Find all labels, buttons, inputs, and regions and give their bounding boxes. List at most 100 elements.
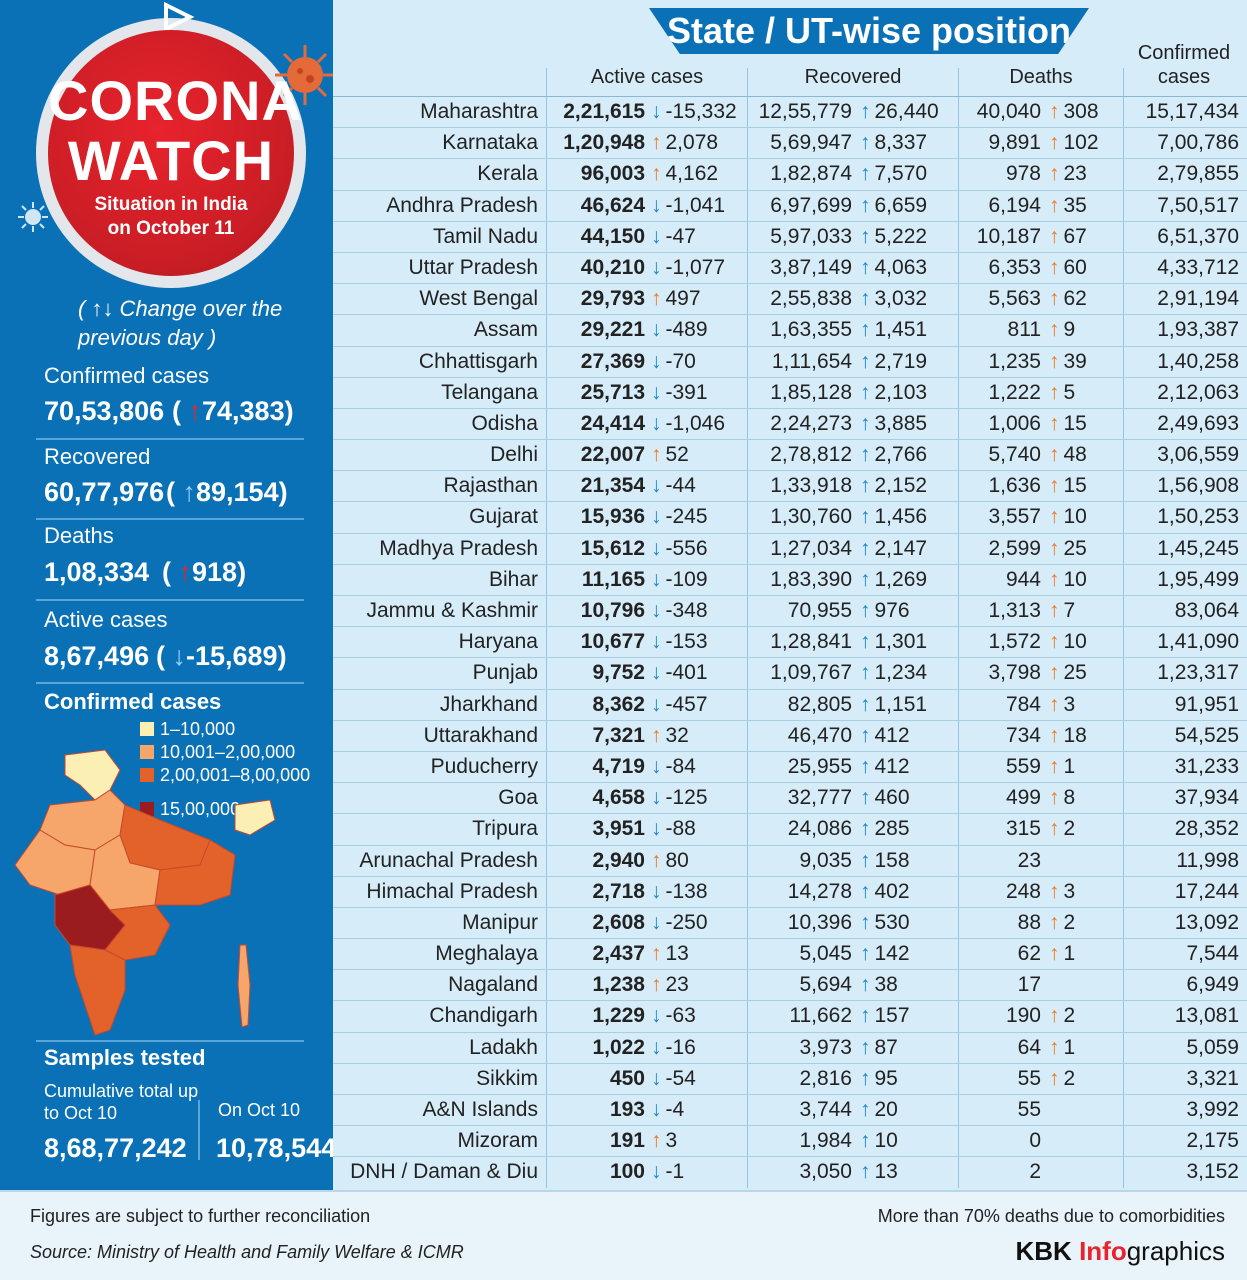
table-row: Uttar Pradesh 40,210 ↓ -1,077 3,87,149 ↑ 4,063… [333, 251, 1247, 283]
cell-active: 96,003 [580, 162, 645, 186]
cell-recovered-change: ↑ 87 [860, 1035, 898, 1059]
cell-active: 10,677 [580, 630, 645, 654]
arrow-down-icon: ↓ [651, 786, 662, 810]
cell-recovered: 1,28,841 [770, 630, 852, 654]
cell-deaths-change: ↑ 2 [1049, 817, 1076, 841]
cell-recovered-change: ↑ 142 [860, 942, 910, 966]
cell-recovered: 2,24,273 [770, 411, 852, 435]
cell-active: 8,362 [592, 692, 645, 716]
brand-logo: KBK Infographics [1015, 1236, 1226, 1266]
cell-active-change: ↑ 3 [651, 1129, 678, 1153]
samples-title: Samples tested [44, 1045, 206, 1070]
arrow-up-icon: ↑ [1049, 723, 1060, 747]
arrow-up-icon: ↑ [1049, 224, 1060, 248]
badge-subtitle: Situation in India [94, 194, 248, 215]
arrow-up-icon: ↑ [860, 1035, 871, 1059]
deaths-value: 1,08,334 [44, 557, 150, 587]
arrow-up-icon: ↑ [860, 349, 871, 373]
cell-deaths: 1,222 [988, 380, 1041, 404]
arrow-up-icon: ↑ [860, 255, 871, 279]
map-region-islands [237, 944, 251, 1028]
cell-recovered: 1,85,128 [770, 380, 852, 404]
cell-recovered: 1,63,355 [770, 318, 852, 342]
cell-state: Chhattisgarh [418, 349, 538, 373]
cell-deaths: 2,599 [988, 536, 1041, 560]
table-row: Delhi 22,007 ↑ 52 2,78,812 ↑ 2,766 5,740 ↑ 48 3,06… [333, 439, 1247, 470]
arrow-up-icon: ↑ [1049, 380, 1060, 404]
cell-deaths: 55 [1017, 1066, 1041, 1090]
cell-recovered-change: ↑ 10 [860, 1129, 898, 1153]
cell-recovered: 1,82,874 [770, 162, 852, 186]
cell-confirmed: 3,992 [1186, 1098, 1239, 1121]
cell-state: A&N Islands [422, 1098, 538, 1121]
cell-deaths-change: ↑ 5 [1049, 380, 1076, 404]
arrow-down-icon: ↓ [651, 630, 662, 654]
cell-deaths-change: ↑ 1 [1049, 1035, 1076, 1059]
arrow-down-icon: ↓ [651, 754, 662, 778]
cell-active-change: ↓ -153 [651, 630, 708, 654]
cell-active: 29,221 [580, 318, 645, 342]
cell-active-change: ↓ -457 [651, 692, 708, 716]
cell-confirmed: 2,49,693 [1157, 411, 1239, 435]
arrow-up-icon: ↑ [860, 193, 871, 217]
cell-deaths-change: ↑ 2 [1049, 910, 1076, 934]
cell-deaths-change: ↑ 308 [1049, 100, 1099, 123]
cell-active-change: ↓ -70 [651, 349, 696, 373]
cell-active: 11,165 [581, 567, 645, 591]
recovered-change: ( ↑89,154) [166, 477, 288, 507]
arrow-down-icon: ↓ [651, 255, 662, 279]
arrow-up-icon: ↑ [1049, 349, 1060, 373]
legend-item: 2,00,001–8,00,000 [140, 765, 310, 786]
badge-title: CORONA [48, 69, 303, 132]
table-row: Bihar 11,165 ↓ -109 1,83,390 ↑ 1,269 944 ↑ 10 1,95… [333, 563, 1247, 595]
arrow-down-icon: ↓ [651, 411, 662, 435]
cell-active-change: ↓ -1 [651, 1160, 685, 1184]
cell-deaths: 734 [1005, 723, 1041, 747]
table-row: Sikkim 450 ↓ -54 2,816 ↑ 95 55 ↑ 2 3,321 [333, 1062, 1247, 1094]
map-region-south-east [104, 904, 171, 961]
cell-recovered: 9,035 [799, 848, 852, 872]
active-value: 8,67,496 [44, 641, 150, 671]
cell-state: Karnataka [442, 131, 538, 155]
map-region-south [69, 944, 126, 1036]
cell-state: Andhra Pradesh [386, 193, 538, 217]
divider [36, 599, 304, 601]
cell-deaths-change: ↑ 39 [1049, 349, 1087, 373]
cell-recovered: 5,694 [799, 973, 852, 997]
table-row: Goa 4,658 ↓ -125 32,777 ↑ 460 499 ↑ 8 37,934 [333, 782, 1247, 813]
arrow-down-icon: ↓ [651, 474, 662, 498]
arrow-up-icon: ↑ [651, 723, 662, 747]
table-row: DNH / Daman & Diu 100 ↓ -1 3,050 ↑ 13 2 3,152 [333, 1156, 1247, 1187]
cell-recovered-change: ↑ 157 [860, 1004, 910, 1028]
cell-confirmed: 11,998 [1176, 848, 1239, 872]
arrow-up-icon: ↑ [651, 287, 662, 311]
cell-recovered: 2,55,838 [770, 287, 852, 311]
cell-confirmed: 17,244 [1174, 879, 1239, 903]
cell-state: DNH / Daman & Diu [350, 1160, 538, 1184]
table-row: Punjab 9,752 ↓ -401 1,09,767 ↑ 1,234 3,798 ↑ 25 1,… [333, 657, 1247, 688]
cell-recovered-change: ↑ 2,147 [860, 536, 928, 560]
cell-recovered: 25,955 [787, 754, 852, 778]
cell-confirmed: 7,00,786 [1157, 131, 1239, 155]
map-region-east [154, 839, 236, 906]
badge-title: WATCH [67, 129, 275, 192]
cell-deaths: 784 [1005, 692, 1041, 716]
divider [36, 1040, 304, 1042]
cell-recovered: 10,396 [787, 910, 852, 934]
arrow-down-icon: ↓ [651, 536, 662, 560]
cell-recovered-change: ↑ 402 [860, 879, 910, 903]
arrow-up-icon: ↑ [860, 879, 871, 903]
cell-active: 44,150 [580, 224, 645, 248]
cell-state: Telangana [441, 380, 538, 404]
arrow-up-icon: ↑ [1049, 1004, 1060, 1028]
arrow-up-icon: ↑ [1049, 536, 1060, 560]
arrow-up-icon: ↑ [860, 1129, 871, 1153]
arrow-up-icon: ↑ [651, 162, 662, 186]
cell-state: Ladakh [469, 1035, 538, 1059]
cell-state: West Bengal [419, 287, 538, 311]
cell-active-change: ↓ -4 [651, 1098, 685, 1121]
arrow-down-icon: ↓ [651, 318, 662, 342]
cell-state: Arunachal Pradesh [359, 848, 538, 872]
cell-recovered: 11,662 [789, 1004, 852, 1028]
footer: Figures are subject to further reconcili… [0, 1190, 1247, 1280]
